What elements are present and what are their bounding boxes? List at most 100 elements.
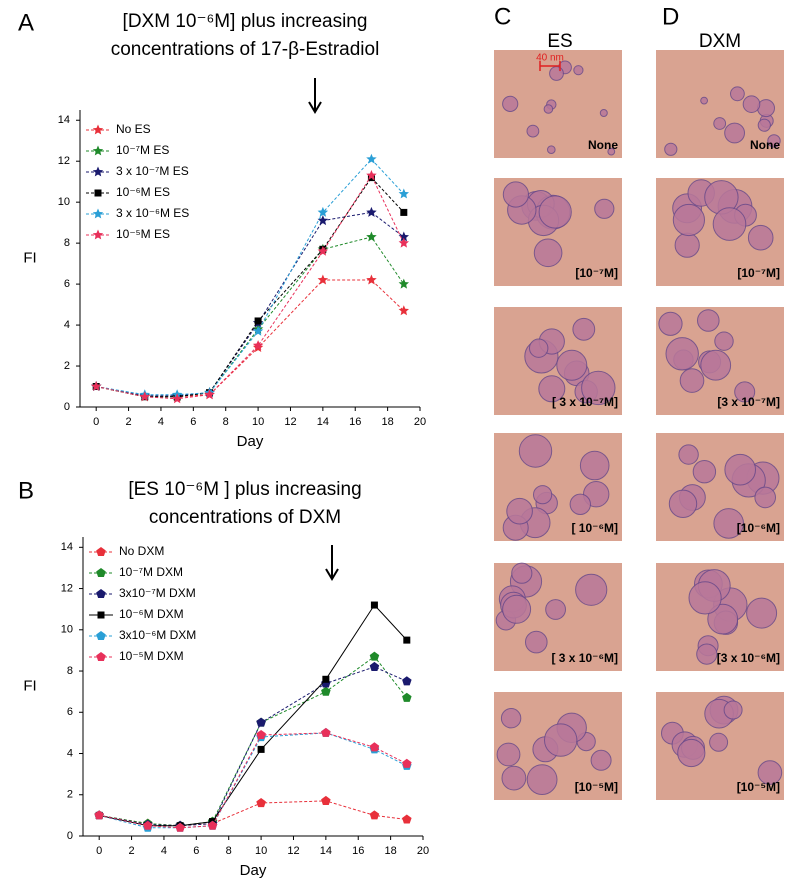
- x-tick-label: 18: [381, 416, 393, 428]
- x-tick-label: 18: [384, 845, 396, 857]
- marker: [366, 231, 377, 242]
- cell: [668, 489, 698, 518]
- cell: [529, 338, 549, 358]
- cell: [538, 195, 572, 229]
- cell: [730, 86, 745, 102]
- x-axis-label: Day: [237, 433, 264, 450]
- scale-bar-label: 40 nm: [536, 53, 564, 64]
- cell: [747, 224, 774, 251]
- x-tick-label: 12: [287, 845, 299, 857]
- y-tick-label: 4: [67, 747, 73, 759]
- x-tick-label: 2: [129, 845, 135, 857]
- legend-label: No DXM: [119, 544, 164, 558]
- legend-label: 10⁻⁵M DXM: [119, 649, 184, 663]
- cell: [518, 434, 553, 468]
- cell: [700, 96, 708, 105]
- image-label: None: [750, 138, 780, 152]
- cell: [678, 444, 699, 465]
- marker: [317, 274, 329, 285]
- cell: [501, 765, 527, 791]
- x-tick-label: 12: [284, 416, 296, 428]
- x-tick-label: 20: [417, 845, 429, 857]
- y-tick-label: 6: [64, 278, 70, 290]
- series-line: [96, 279, 405, 398]
- legend-marker: [92, 208, 104, 219]
- marker: [369, 742, 380, 752]
- x-tick-label: 14: [320, 845, 332, 857]
- image-label: [10⁻⁵M]: [575, 780, 618, 794]
- cell: [581, 370, 616, 406]
- image-label: None: [588, 138, 618, 152]
- marker: [256, 730, 266, 739]
- series-line: [96, 211, 405, 397]
- x-tick-label: 16: [352, 845, 364, 857]
- marker: [366, 274, 377, 285]
- x-tick-label: 6: [193, 845, 199, 857]
- cell: [742, 95, 761, 113]
- marker: [252, 340, 264, 350]
- legend-marker: [96, 631, 106, 640]
- x-tick-label: 8: [223, 416, 229, 428]
- x-tick-label: 10: [252, 416, 264, 428]
- y-tick-label: 4: [64, 319, 70, 331]
- y-tick-label: 10: [61, 624, 73, 636]
- legend-label: 10⁻⁵M ES: [116, 227, 170, 241]
- cell: [594, 198, 615, 219]
- y-tick-label: 8: [67, 665, 73, 677]
- arrow: [325, 545, 339, 581]
- image-label: [10⁻⁷M]: [737, 266, 780, 280]
- marker: [398, 231, 409, 242]
- cell: [569, 493, 591, 515]
- cell: [607, 147, 616, 156]
- image-label: [10⁻⁷M]: [575, 266, 618, 280]
- cell: [767, 134, 781, 148]
- marker: [366, 153, 377, 164]
- panel-letter: A: [18, 9, 34, 36]
- cell: [511, 562, 533, 584]
- cell: [506, 497, 533, 525]
- cell: [502, 95, 519, 113]
- cell: [757, 760, 783, 785]
- legend-marker: [97, 611, 105, 619]
- marker: [369, 810, 380, 820]
- scale-bar: [539, 61, 561, 71]
- legend-marker: [96, 568, 106, 577]
- marker: [143, 820, 153, 830]
- cell: [547, 145, 556, 154]
- marker: [398, 305, 409, 316]
- series-line: [99, 666, 408, 827]
- y-tick-label: 10: [58, 196, 70, 208]
- cell: [724, 453, 757, 486]
- marker: [207, 820, 218, 830]
- marker: [317, 245, 329, 256]
- marker: [321, 686, 331, 696]
- cell: [713, 117, 727, 130]
- legend-label: 10⁻⁶M DXM: [119, 607, 184, 621]
- image-label: [ 3 x 10⁻⁷M]: [552, 395, 618, 409]
- y-tick-label: 14: [61, 541, 73, 553]
- series-line: [96, 236, 405, 398]
- column-header: ES: [547, 31, 572, 52]
- cell: [599, 109, 608, 117]
- y-tick-label: 6: [67, 706, 73, 718]
- y-tick-label: 12: [61, 582, 73, 594]
- legend-marker: [96, 652, 106, 661]
- arrow: [308, 78, 322, 114]
- marker: [256, 717, 266, 727]
- marker: [366, 206, 377, 217]
- cell: [579, 450, 610, 481]
- image-label: [10⁻⁵M]: [737, 780, 780, 794]
- marker: [369, 661, 380, 671]
- column-header: DXM: [699, 31, 741, 52]
- cell: [696, 643, 718, 665]
- cell: [575, 573, 608, 606]
- legend-marker: [96, 547, 106, 556]
- image-label: [3 x 10⁻⁶M]: [717, 651, 780, 665]
- cell: [712, 207, 747, 241]
- marker: [370, 601, 378, 609]
- cell: [658, 311, 683, 336]
- series-line: [96, 158, 405, 396]
- legend-label: 3 x 10⁻⁷M ES: [116, 164, 189, 178]
- cell: [556, 349, 588, 381]
